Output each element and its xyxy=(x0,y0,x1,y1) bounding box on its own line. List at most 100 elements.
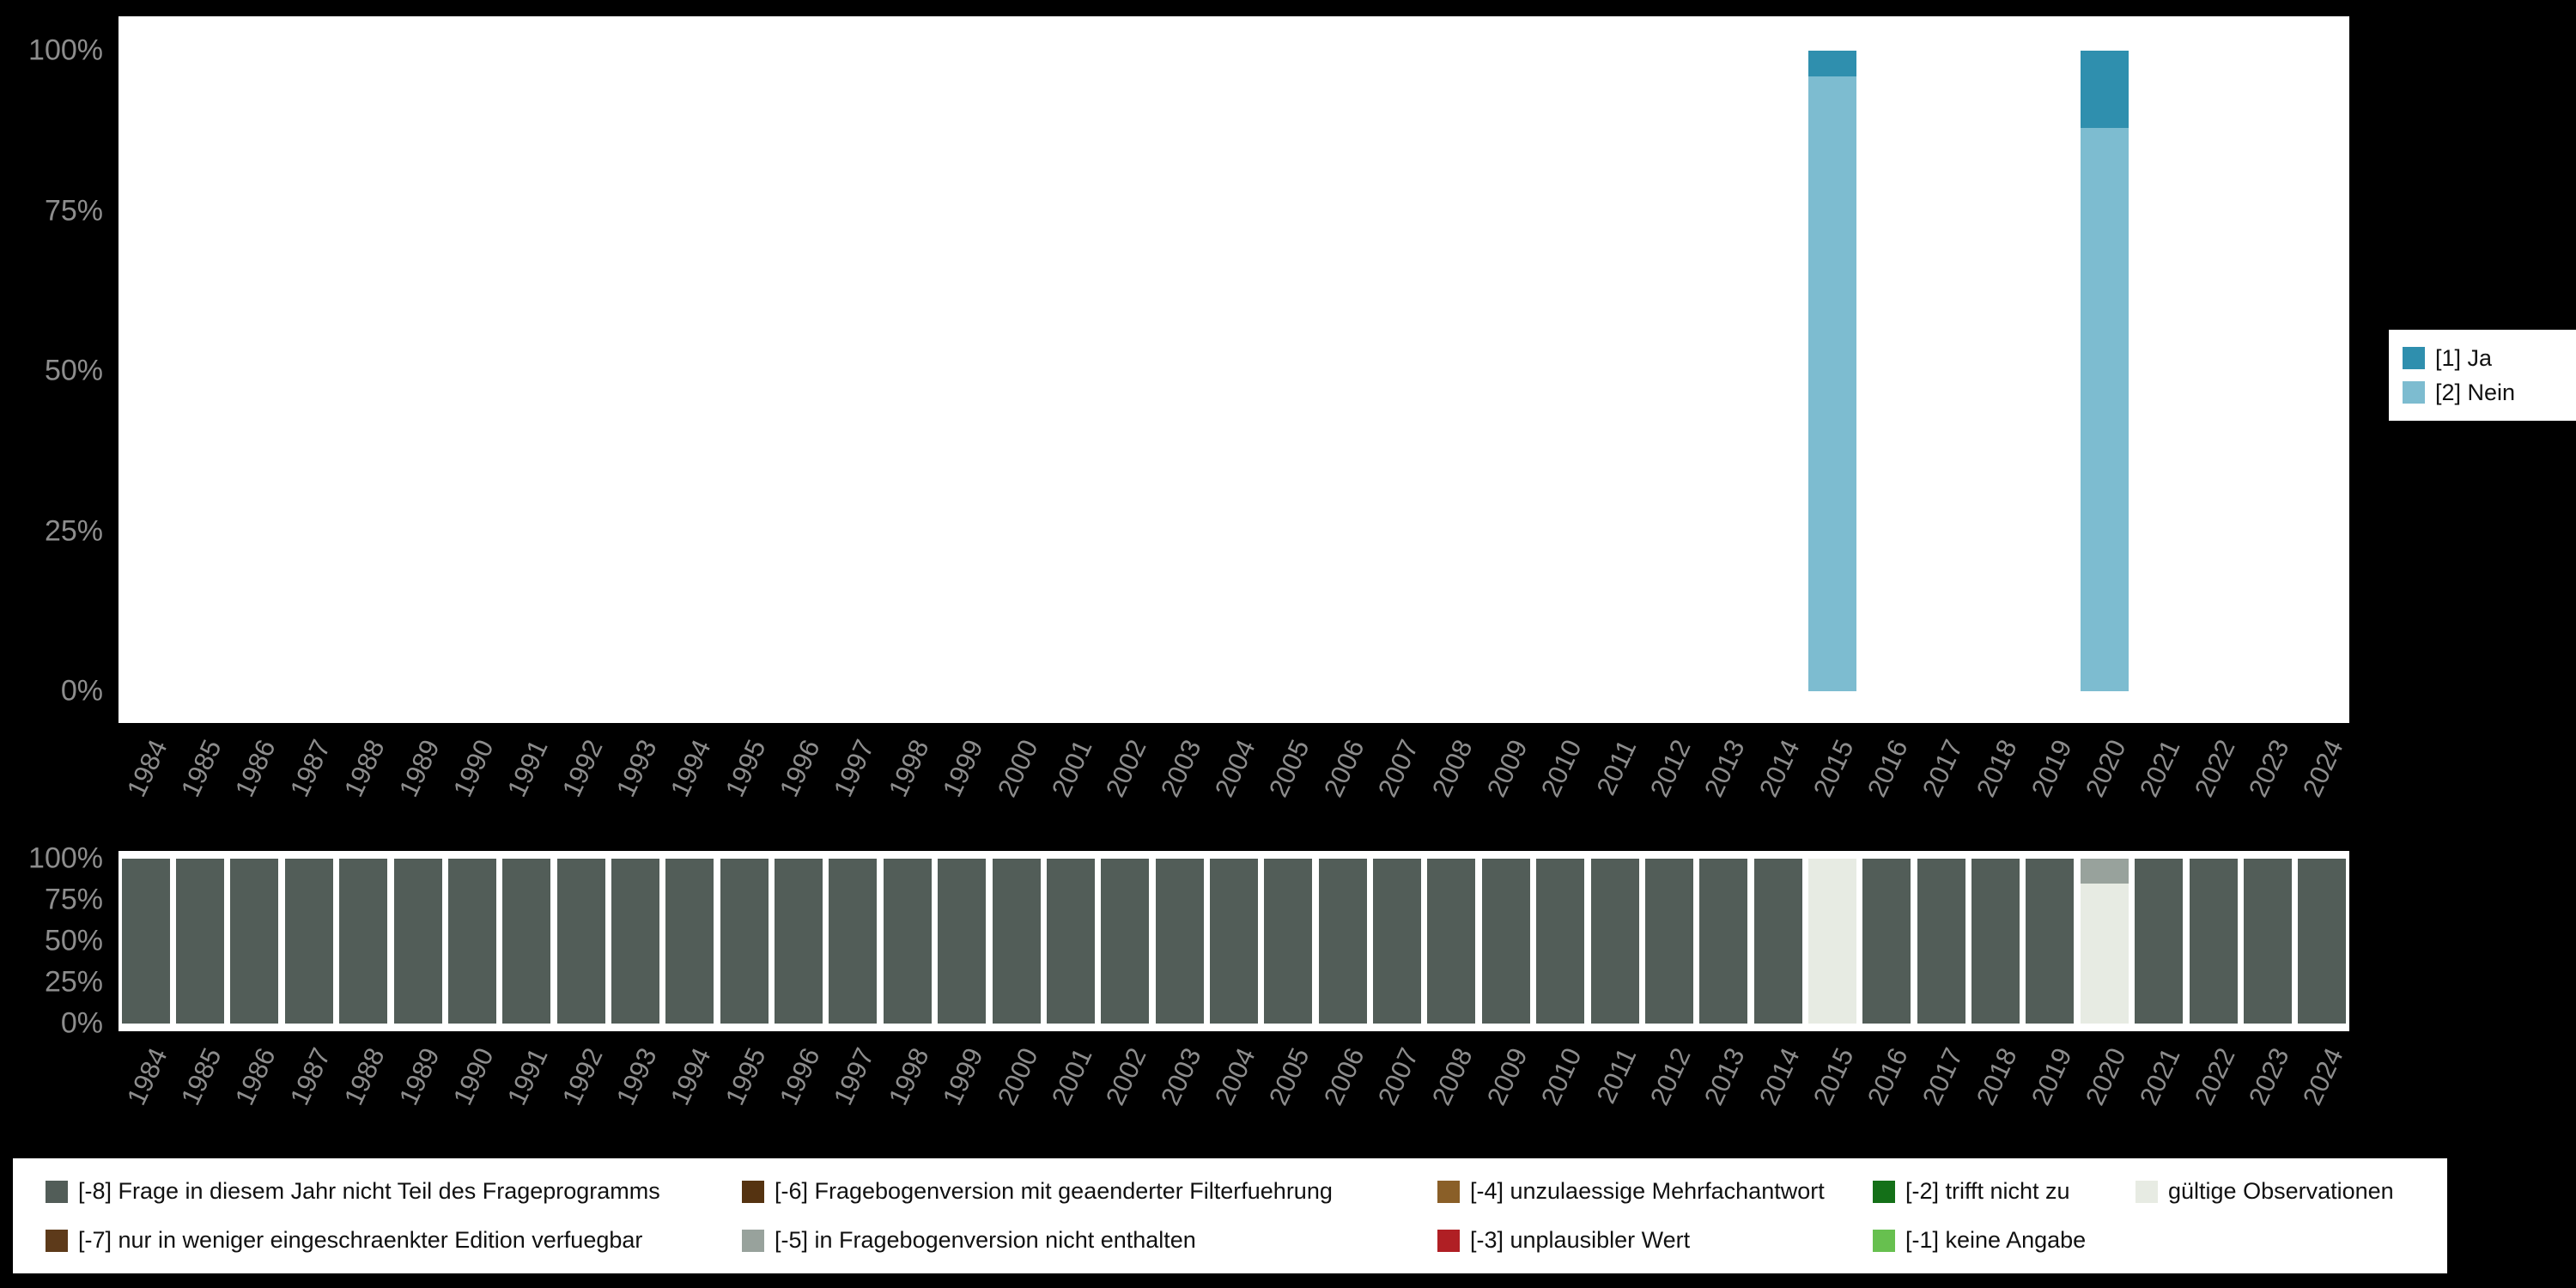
x-tick-label: 2022 xyxy=(2188,1043,2241,1110)
x-tick-label: 1994 xyxy=(665,1043,718,1110)
legend-label: [-1] keine Angabe xyxy=(1905,1227,2087,1253)
x-tick-label: 2007 xyxy=(1371,735,1425,802)
x-tick-label: 2006 xyxy=(1317,735,1370,802)
x-tick-label: 2015 xyxy=(1807,735,1860,802)
missing-legend-item: [-4] unzulaessige Mehrfachantwort xyxy=(1437,1178,1873,1205)
x-tick-label: 1988 xyxy=(337,1043,391,1110)
missing-legend-item: [-8] Frage in diesem Jahr nicht Teil des… xyxy=(46,1178,742,1205)
missing-legend-item: [-1] keine Angabe xyxy=(1873,1227,2136,1254)
bar-segment xyxy=(1318,859,1367,1024)
y-tick-label: 0% xyxy=(60,1006,103,1040)
x-tick-label: 2006 xyxy=(1317,1043,1370,1110)
x-tick-label: 1999 xyxy=(937,1043,989,1110)
legend-label: [-2] trifft nicht zu xyxy=(1905,1178,2070,1204)
x-tick-label: 2002 xyxy=(1100,735,1152,802)
x-tick-label: 2019 xyxy=(2025,1043,2078,1110)
x-tick-label: 1988 xyxy=(337,735,391,802)
x-tick-label: 2017 xyxy=(1916,735,1969,802)
bar-segment xyxy=(2298,859,2347,1024)
x-tick-label: 1999 xyxy=(937,735,989,802)
bar-segment xyxy=(1862,859,1911,1024)
x-tick-label: 2009 xyxy=(1480,1043,1534,1110)
x-tick-label: 2021 xyxy=(2134,1043,2186,1110)
bar-segment xyxy=(2080,883,2129,1024)
x-tick-label: 1987 xyxy=(283,1043,337,1110)
bar-segment xyxy=(2080,127,2129,691)
legend-label: [-5] in Fragebogenversion nicht enthalte… xyxy=(775,1227,1196,1253)
x-tick-label: 2016 xyxy=(1862,735,1915,802)
x-tick-label: 2022 xyxy=(2188,735,2241,802)
bar-segment xyxy=(1971,859,2020,1024)
x-tick-label: 1997 xyxy=(828,1043,881,1110)
bar-segment xyxy=(2135,859,2184,1024)
legend-label: [2] Nein xyxy=(2435,379,2516,405)
x-tick-label: 2005 xyxy=(1263,735,1316,802)
x-tick-label: 2010 xyxy=(1535,1043,1588,1110)
bar-segment xyxy=(775,859,823,1024)
x-tick-label: 1991 xyxy=(501,735,554,802)
x-tick-label: 2002 xyxy=(1100,1043,1152,1110)
bar-segment xyxy=(938,859,987,1024)
legend-label: [-3] unplausibler Wert xyxy=(1470,1227,1691,1253)
x-tick-label: 2003 xyxy=(1154,735,1207,802)
x-tick-label: 2003 xyxy=(1154,1043,1207,1110)
bar-segment xyxy=(1644,859,1693,1024)
missing-chart-plot xyxy=(118,851,2349,1031)
bar-segment xyxy=(720,859,769,1024)
missing-legend-item: gültige Observationen xyxy=(2136,1178,2439,1205)
legend-label: [-6] Fragebogenversion mit geaenderter F… xyxy=(775,1178,1333,1204)
bar-segment xyxy=(1373,859,1422,1024)
legend-label: [-8] Frage in diesem Jahr nicht Teil des… xyxy=(78,1178,660,1204)
bar-segment xyxy=(1264,859,1313,1024)
x-tick-label: 2016 xyxy=(1862,1043,1915,1110)
x-tick-label: 1986 xyxy=(229,1043,283,1110)
y-tick-label: 50% xyxy=(44,354,103,387)
x-tick-label: 1997 xyxy=(828,735,881,802)
x-tick-label: 2010 xyxy=(1535,735,1588,802)
x-tick-label: 2020 xyxy=(2079,1043,2132,1110)
x-tick-label: 1998 xyxy=(882,1043,935,1110)
x-tick-label: 2018 xyxy=(1970,735,2023,802)
x-tick-label: 2007 xyxy=(1371,1043,1425,1110)
bar-segment xyxy=(447,859,496,1024)
answer-legend-item: [1] Ja xyxy=(2403,345,2576,372)
bar-segment xyxy=(1210,859,1258,1024)
bar-segment xyxy=(1427,859,1476,1024)
x-tick-label: 1989 xyxy=(392,735,446,802)
x-tick-label: 2011 xyxy=(1590,735,1643,800)
x-tick-label: 2005 xyxy=(1263,1043,1316,1110)
legend-label: [-4] unzulaessige Mehrfachantwort xyxy=(1470,1178,1825,1204)
legend-label: [-7] nur in weniger eingeschraenkter Edi… xyxy=(78,1227,643,1253)
x-tick-label: 2011 xyxy=(1590,1043,1643,1109)
y-tick-label: 100% xyxy=(28,841,103,875)
x-tick-label: 2023 xyxy=(2242,1043,2295,1110)
legend-label: gültige Observationen xyxy=(2168,1178,2394,1204)
x-tick-label: 2008 xyxy=(1426,735,1479,802)
legend-swatch xyxy=(46,1229,68,1252)
x-tick-label: 1990 xyxy=(447,735,500,802)
x-tick-label: 2000 xyxy=(991,735,1044,802)
x-tick-label: 2008 xyxy=(1426,1043,1479,1110)
x-tick-label: 2001 xyxy=(1045,1043,1098,1110)
y-tick-label: 25% xyxy=(44,514,103,547)
x-tick-label: 2017 xyxy=(1916,1043,1969,1110)
x-tick-label: 1985 xyxy=(174,1043,228,1110)
answers-legend: [1] Ja [2] Nein xyxy=(2389,330,2576,421)
bar-segment xyxy=(883,859,932,1024)
x-tick-label: 1998 xyxy=(882,735,935,802)
missing-legend-item: [-6] Fragebogenversion mit geaenderter F… xyxy=(742,1178,1437,1205)
x-tick-label: 2013 xyxy=(1698,1043,1752,1110)
x-tick-label: 1986 xyxy=(229,735,283,802)
x-tick-label: 1984 xyxy=(120,1043,173,1110)
bar-segment xyxy=(121,859,170,1024)
missing-legend-item: [-5] in Fragebogenversion nicht enthalte… xyxy=(742,1227,1437,1254)
missing-chart-y-axis: 100% 75% 50% 25% 0% xyxy=(0,842,108,1040)
x-tick-label: 1996 xyxy=(773,735,826,802)
legend-swatch xyxy=(2403,347,2425,369)
x-tick-label: 2009 xyxy=(1480,735,1534,802)
bar-segment xyxy=(1808,76,1857,691)
x-tick-label: 1995 xyxy=(719,1043,772,1110)
bar-segment xyxy=(1536,859,1585,1024)
bar-segment xyxy=(1155,859,1204,1024)
bar-segment xyxy=(2026,859,2075,1024)
